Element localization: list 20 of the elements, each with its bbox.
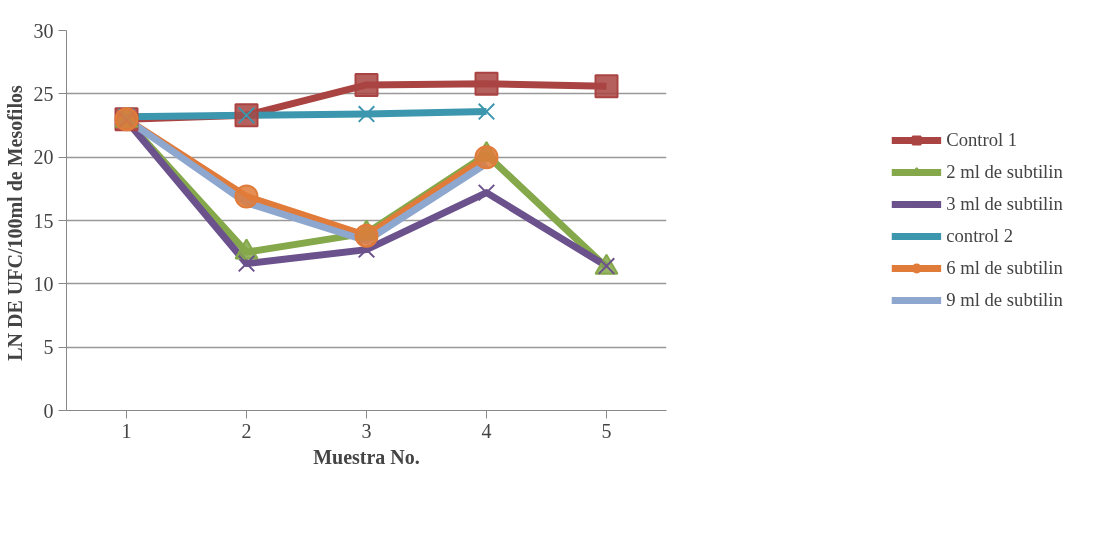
y-tick-label: 0 [43, 399, 54, 422]
y-tick-label: 5 [43, 336, 54, 359]
x-tick-label: 4 [481, 419, 492, 442]
y-tick-label: 25 [33, 82, 54, 105]
legend-label: 2 ml de subtilin [946, 161, 1063, 183]
y-tick-label: 10 [33, 272, 54, 295]
x-tick-label: 2 [241, 419, 252, 442]
legend-label: Control 1 [946, 129, 1018, 151]
x-axis-title: Muestra No. [313, 445, 420, 468]
legend-label: 6 ml de subtilin [946, 257, 1063, 279]
y-tick-label: 15 [33, 209, 54, 232]
y-tick-label: 30 [33, 19, 54, 42]
x-tick-label: 3 [361, 419, 372, 442]
legend-label: 3 ml de subtilin [946, 193, 1063, 215]
x-tick-label: 5 [601, 419, 612, 442]
x-tick-label: 1 [121, 419, 132, 442]
legend-label: 9 ml de subtilin [946, 289, 1063, 311]
legend-label: control 2 [946, 225, 1014, 247]
y-tick-label: 20 [33, 146, 54, 169]
y-axis-title: LN DE UFC/100ml de Mesofilos [3, 85, 26, 361]
